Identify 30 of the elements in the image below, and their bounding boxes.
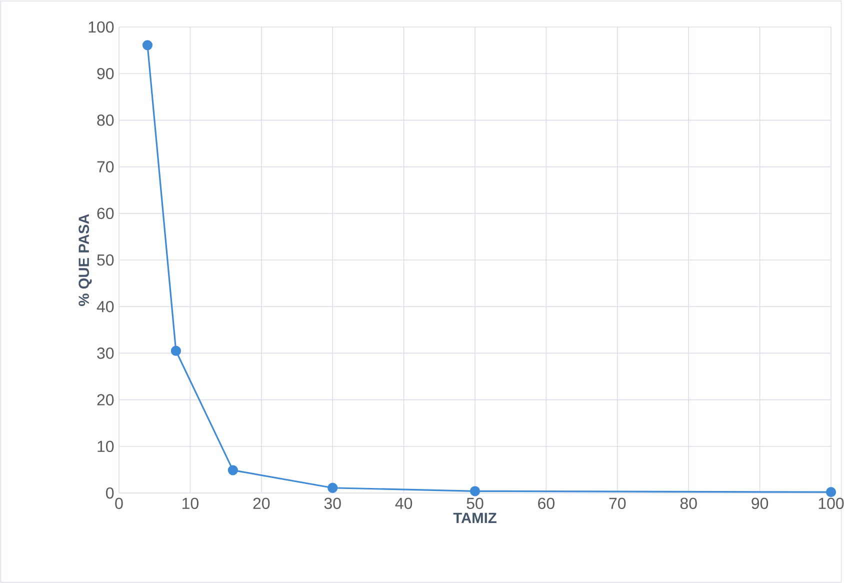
y-tick-label: 10 (98, 440, 114, 452)
y-tick-label: 50 (97, 254, 114, 266)
y-tick-label: 40 (96, 300, 114, 312)
x-tick-label: 90 (752, 498, 768, 510)
y-tick-label: 90 (97, 68, 114, 80)
y-tick-label: 60 (97, 208, 114, 220)
point (228, 465, 238, 476)
point (826, 487, 836, 498)
x-tick-label: 80 (680, 498, 697, 510)
y-axis-title: % QUE PASA (78, 214, 92, 306)
x-tick-label: 0 (115, 498, 123, 510)
y-tick-label: 20 (97, 394, 114, 406)
y-tick-label: 100 (88, 21, 114, 33)
x-tick-label: 60 (538, 498, 554, 510)
x-tick-label: 50 (466, 498, 484, 510)
point (142, 40, 153, 50)
y-tick-label: 30 (97, 348, 114, 359)
y-tick-label: 0 (106, 487, 114, 499)
x-tick-label: 30 (324, 498, 341, 510)
y-tick-label: 80 (97, 114, 114, 126)
x-tick-label: 20 (253, 498, 270, 510)
x-tick-label: 40 (395, 498, 412, 510)
x-tick-label: 70 (609, 498, 626, 510)
point (328, 482, 338, 493)
point (170, 346, 182, 356)
x-axis-title: TAMIZ (453, 512, 496, 523)
x-tick-label: 100 (818, 498, 844, 510)
x-tick-label: 10 (182, 498, 198, 510)
point (470, 486, 480, 496)
y-tick-label: 70 (97, 161, 114, 172)
